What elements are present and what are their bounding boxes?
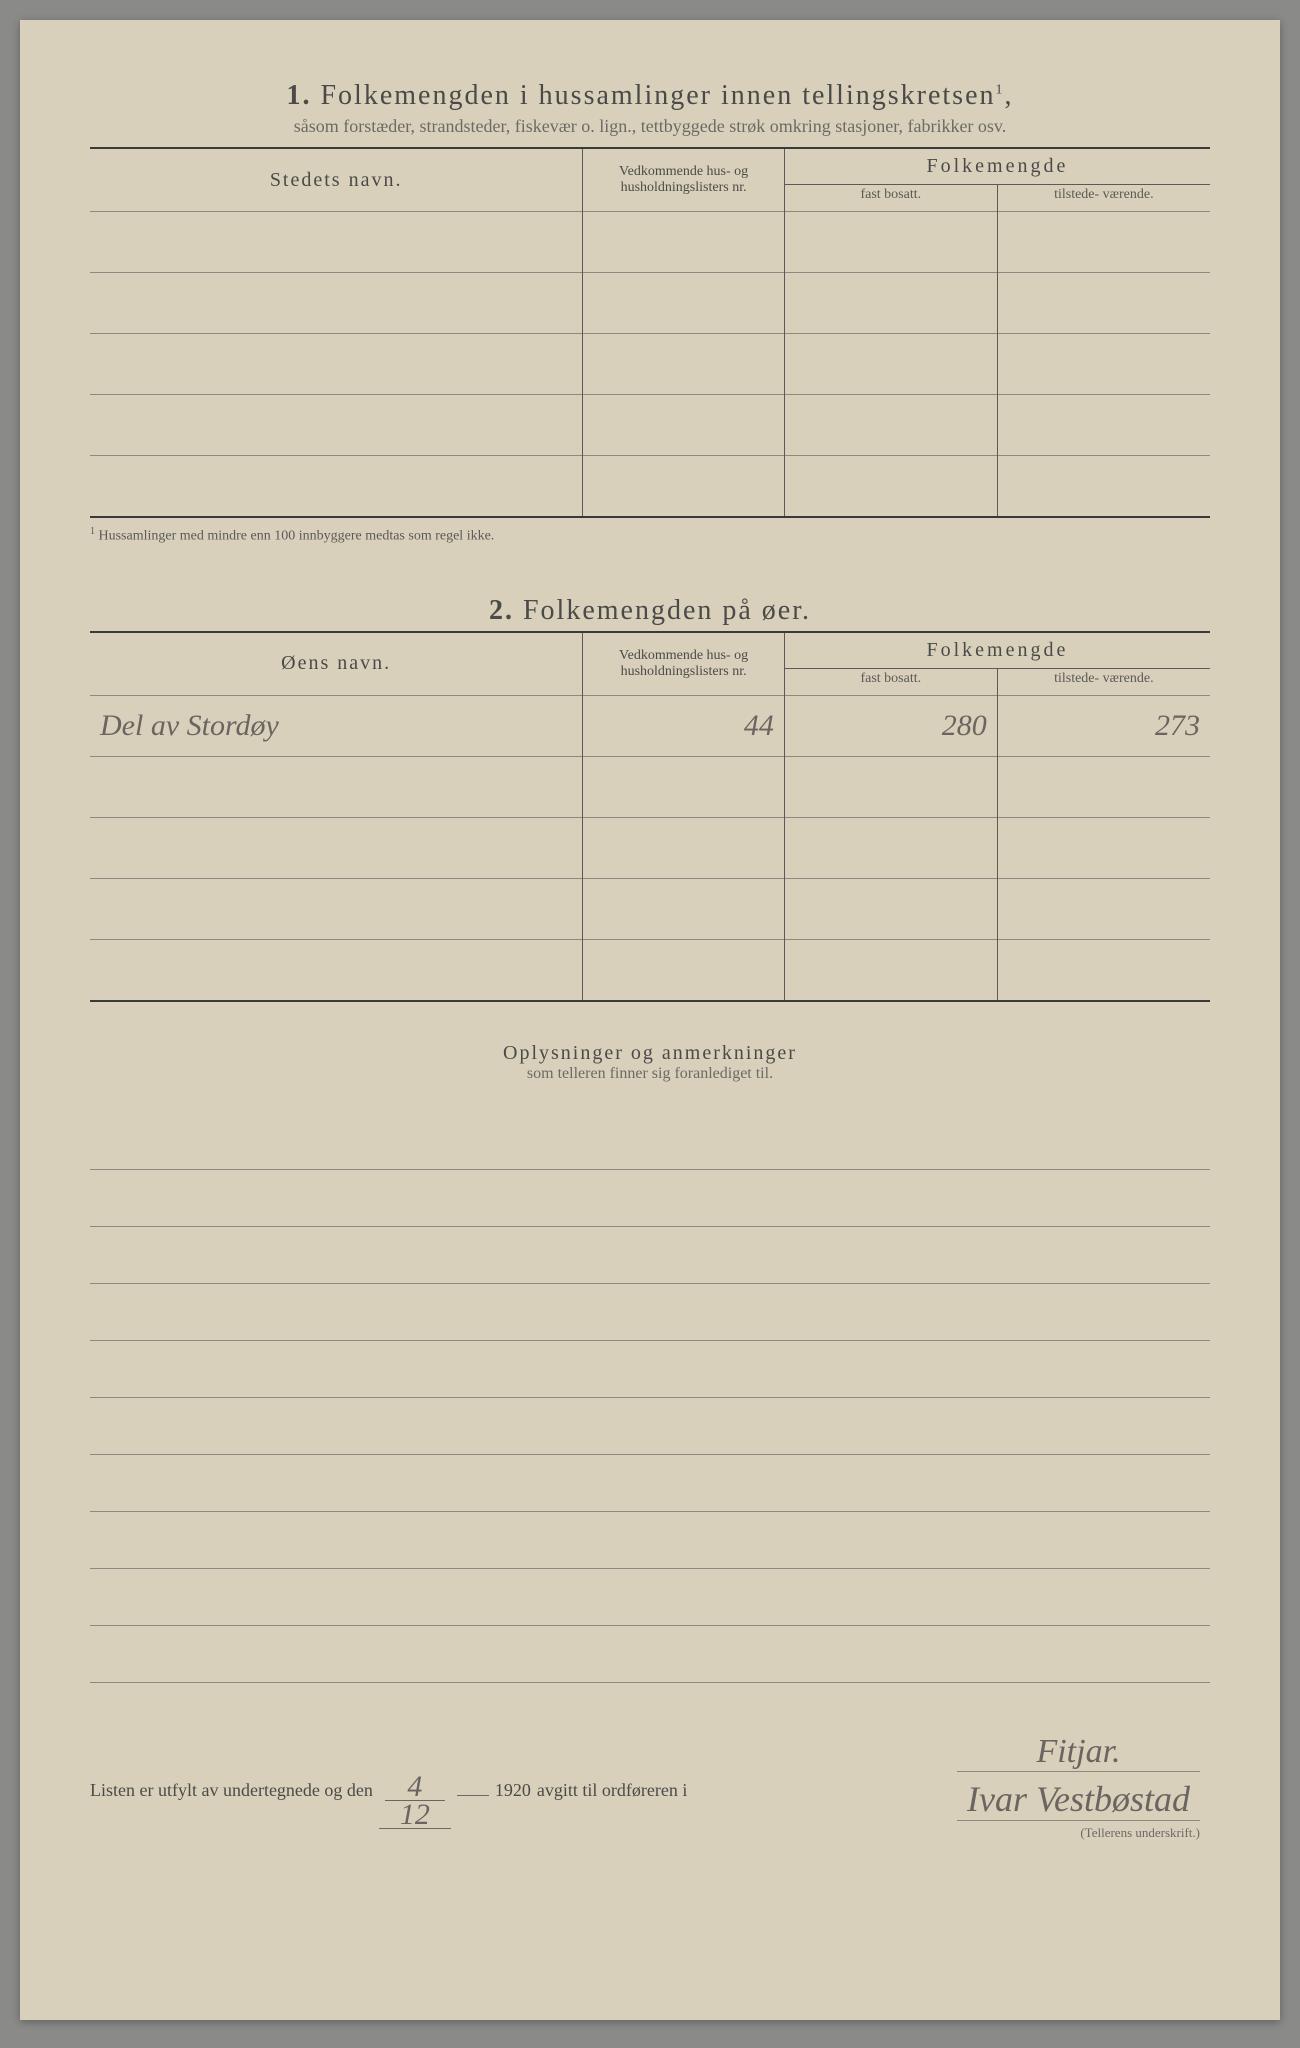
sig-year: 1920 <box>495 1780 531 1801</box>
sig-blank-2 <box>457 1795 489 1796</box>
table-row: Del av Stordøy44280273 <box>90 695 1210 756</box>
ruled-line <box>90 1398 1210 1455</box>
table-row <box>90 212 1210 273</box>
ruled-line <box>90 1113 1210 1170</box>
remarks-lines <box>90 1113 1210 1683</box>
ruled-line <box>90 1170 1210 1227</box>
col-stedets-navn: Stedets navn. <box>90 149 583 212</box>
table-cell <box>90 212 583 273</box>
sub-tilstede-2: tilstede- værende. <box>997 668 1210 695</box>
table-cell <box>583 939 785 1000</box>
section2-title: 2. Folkemengden på øer. <box>90 595 1210 627</box>
table-row <box>90 878 1210 939</box>
table-row <box>90 273 1210 334</box>
signature-right: Fitjar. Ivar Vestbøstad (Tellerens under… <box>957 1733 1200 1841</box>
col-folkemengde: Folkemengde <box>784 149 1210 185</box>
section1-title: 1. Folkemengden i hussamlinger innen tel… <box>90 80 1210 112</box>
table-row <box>90 939 1210 1000</box>
ruled-line <box>90 1455 1210 1512</box>
table-cell <box>784 878 997 939</box>
section2-table: Øens navn. Vedkommende hus- og husholdni… <box>90 633 1210 1000</box>
table-cell <box>583 212 785 273</box>
table-row <box>90 456 1210 517</box>
signature-block: Listen er utfylt av undertegnede og den … <box>90 1773 1210 1829</box>
table-cell: 280 <box>784 695 997 756</box>
table-cell <box>997 817 1210 878</box>
sig-place: Fitjar. <box>957 1733 1200 1772</box>
sub-fast-2: fast bosatt. <box>784 668 997 695</box>
table-cell <box>583 817 785 878</box>
table-cell <box>90 395 583 456</box>
section1-table: Stedets navn. Vedkommende hus- og hushol… <box>90 149 1210 516</box>
table-row <box>90 756 1210 817</box>
col-folkemengde-2: Folkemengde <box>784 633 1210 669</box>
table-cell <box>997 334 1210 395</box>
col-oens-navn: Øens navn. <box>90 633 583 696</box>
table-cell <box>583 395 785 456</box>
sig-name: Ivar Vestbøstad <box>957 1778 1200 1821</box>
table-cell <box>997 878 1210 939</box>
sig-prefix: Listen er utfylt av undertegnede og den <box>90 1780 373 1801</box>
table-cell <box>583 878 785 939</box>
ruled-line <box>90 1569 1210 1626</box>
table-cell: 44 <box>583 695 785 756</box>
table-cell <box>90 878 583 939</box>
census-form-page: 1. Folkemengden i hussamlinger innen tel… <box>20 20 1280 2020</box>
section1-bottom-rule <box>90 516 1210 518</box>
table-cell <box>90 456 583 517</box>
col-ref: Vedkommende hus- og husholdningslisters … <box>583 149 785 212</box>
sub-tilstede: tilstede- værende. <box>997 185 1210 212</box>
table-cell <box>90 756 583 817</box>
table-cell <box>90 817 583 878</box>
table-cell <box>784 334 997 395</box>
table-cell <box>90 273 583 334</box>
table-cell <box>997 939 1210 1000</box>
table-cell: 273 <box>997 695 1210 756</box>
table-cell <box>784 273 997 334</box>
sub-fast: fast bosatt. <box>784 185 997 212</box>
table-cell <box>997 456 1210 517</box>
remarks-title: Oplysninger og anmerkninger <box>90 1042 1210 1065</box>
table-cell <box>784 939 997 1000</box>
table-cell <box>784 817 997 878</box>
sig-date: 4 12 <box>379 1773 451 1829</box>
table-row <box>90 395 1210 456</box>
table-cell: Del av Stordøy <box>90 695 583 756</box>
sig-mid: avgitt til ordføreren i <box>537 1780 687 1801</box>
table-cell <box>997 212 1210 273</box>
section1-footnote: 1 Hussamlinger med mindre enn 100 innbyg… <box>90 526 1210 545</box>
table-cell <box>997 756 1210 817</box>
section2-number: 2. <box>489 595 514 626</box>
table-cell <box>997 273 1210 334</box>
ruled-line <box>90 1626 1210 1683</box>
table-cell <box>784 756 997 817</box>
table-cell <box>583 456 785 517</box>
section1-title-text: Folkemengden i hussamlinger innen tellin… <box>320 80 995 111</box>
table-cell <box>583 756 785 817</box>
footnote-text: Hussamlinger med mindre enn 100 innbygge… <box>99 529 495 544</box>
section1-sup: 1 <box>996 83 1005 98</box>
ruled-line <box>90 1284 1210 1341</box>
ruled-line <box>90 1341 1210 1398</box>
table-cell <box>997 395 1210 456</box>
sig-caption: (Tellerens underskrift.) <box>957 1825 1200 1841</box>
ruled-line <box>90 1227 1210 1284</box>
table-cell <box>90 334 583 395</box>
ruled-line <box>90 1512 1210 1569</box>
remarks-subtitle: som telleren finner sig foranlediget til… <box>90 1065 1210 1083</box>
table-cell <box>90 939 583 1000</box>
table-cell <box>583 273 785 334</box>
table-cell <box>784 456 997 517</box>
section1-subtitle: såsom forstæder, strandsteder, fiskevær … <box>90 116 1210 137</box>
col-ref-2: Vedkommende hus- og husholdningslisters … <box>583 633 785 696</box>
section1-number: 1. <box>286 80 311 111</box>
table-cell <box>583 334 785 395</box>
footnote-sup: 1 <box>90 526 95 537</box>
section2-bottom-rule <box>90 1000 1210 1002</box>
table-row <box>90 817 1210 878</box>
table-cell <box>784 212 997 273</box>
section2-title-text: Folkemengden på øer. <box>523 595 811 626</box>
table-cell <box>784 395 997 456</box>
table-row <box>90 334 1210 395</box>
